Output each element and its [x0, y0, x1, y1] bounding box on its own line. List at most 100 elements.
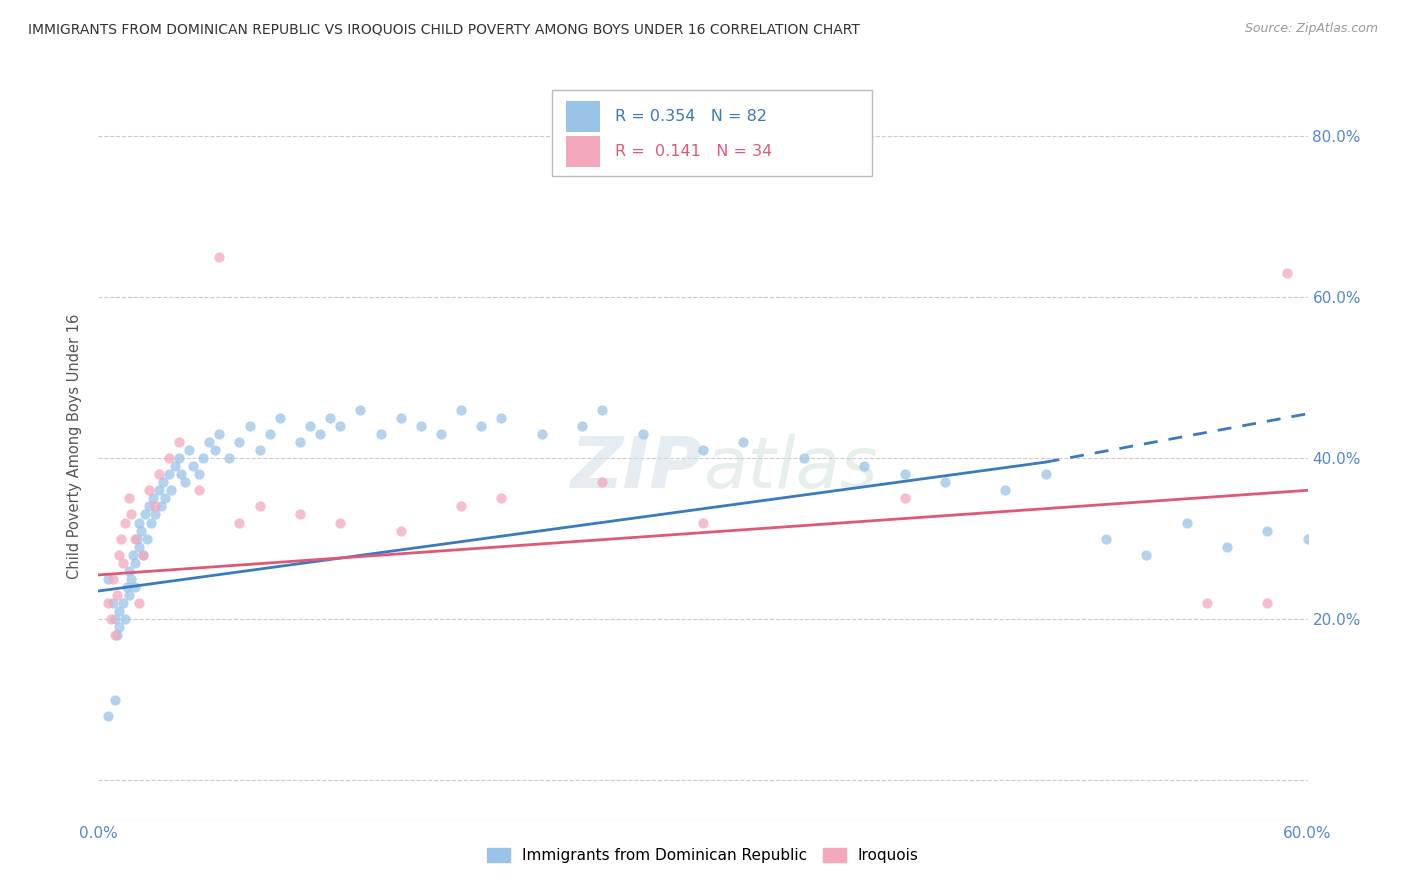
- Point: [204, 443, 226, 458]
- Point: [143, 500, 166, 514]
- Point: [309, 426, 332, 441]
- Point: [111, 556, 134, 570]
- Point: [103, 612, 125, 626]
- Point: [193, 451, 215, 466]
- Point: [853, 459, 876, 474]
- Point: [163, 459, 186, 474]
- Point: [120, 508, 142, 522]
- Point: [893, 491, 915, 506]
- Point: [389, 410, 412, 425]
- Point: [118, 588, 141, 602]
- Point: [198, 434, 221, 449]
- Point: [170, 467, 193, 482]
- Legend: Immigrants from Dominican Republic, Iroquois: Immigrants from Dominican Republic, Iroq…: [481, 842, 925, 869]
- Point: [733, 434, 755, 449]
- Point: [1256, 524, 1278, 538]
- Point: [114, 612, 136, 626]
- Point: [450, 500, 472, 514]
- Point: [174, 475, 197, 490]
- Point: [228, 434, 250, 449]
- Bar: [567, 136, 600, 168]
- Point: [1256, 596, 1278, 610]
- Point: [1216, 540, 1239, 554]
- Point: [101, 596, 124, 610]
- Point: [259, 426, 281, 441]
- Point: [249, 443, 271, 458]
- Point: [149, 500, 172, 514]
- Point: [631, 426, 654, 441]
- Point: [893, 467, 915, 482]
- Bar: [551, 90, 872, 177]
- Point: [118, 491, 141, 506]
- Point: [148, 483, 170, 498]
- Point: [1277, 266, 1299, 280]
- Point: [491, 491, 513, 506]
- Point: [181, 459, 204, 474]
- Point: [132, 548, 155, 562]
- Point: [97, 596, 120, 610]
- Bar: [567, 101, 600, 132]
- Point: [218, 451, 240, 466]
- Point: [591, 475, 613, 490]
- Point: [157, 451, 180, 466]
- Point: [100, 612, 122, 626]
- Point: [132, 548, 155, 562]
- Point: [409, 418, 432, 433]
- Point: [228, 516, 250, 530]
- Point: [101, 572, 124, 586]
- Text: atlas: atlas: [703, 434, 877, 503]
- Point: [107, 604, 129, 618]
- Point: [128, 596, 150, 610]
- Point: [470, 418, 492, 433]
- Point: [692, 443, 714, 458]
- Point: [994, 483, 1017, 498]
- Point: [208, 426, 231, 441]
- Point: [370, 426, 392, 441]
- Point: [103, 693, 125, 707]
- Text: R =  0.141   N = 34: R = 0.141 N = 34: [614, 144, 772, 159]
- Point: [1095, 532, 1118, 546]
- Point: [299, 418, 322, 433]
- Point: [329, 418, 352, 433]
- Point: [124, 532, 146, 546]
- Point: [138, 500, 160, 514]
- Point: [1195, 596, 1218, 610]
- Text: Source: ZipAtlas.com: Source: ZipAtlas.com: [1244, 22, 1378, 36]
- Point: [125, 532, 148, 546]
- Point: [329, 516, 352, 530]
- Point: [288, 434, 311, 449]
- Point: [105, 628, 128, 642]
- Point: [129, 524, 152, 538]
- Point: [530, 426, 553, 441]
- Point: [288, 508, 311, 522]
- Point: [110, 532, 132, 546]
- Point: [105, 588, 128, 602]
- Point: [591, 402, 613, 417]
- Point: [167, 434, 190, 449]
- Point: [319, 410, 342, 425]
- Point: [142, 491, 165, 506]
- Point: [934, 475, 956, 490]
- Point: [97, 709, 120, 723]
- Point: [124, 580, 146, 594]
- Point: [692, 516, 714, 530]
- Point: [491, 410, 513, 425]
- Point: [143, 508, 166, 522]
- Point: [239, 418, 262, 433]
- Point: [793, 451, 815, 466]
- Point: [160, 483, 183, 498]
- Point: [188, 467, 211, 482]
- Point: [389, 524, 412, 538]
- Point: [138, 483, 160, 498]
- Point: [269, 410, 291, 425]
- Point: [1296, 532, 1319, 546]
- Text: IMMIGRANTS FROM DOMINICAN REPUBLIC VS IROQUOIS CHILD POVERTY AMONG BOYS UNDER 16: IMMIGRANTS FROM DOMINICAN REPUBLIC VS IR…: [28, 22, 860, 37]
- Text: ZIP: ZIP: [571, 434, 703, 503]
- Point: [188, 483, 211, 498]
- Point: [134, 508, 156, 522]
- Text: R = 0.354   N = 82: R = 0.354 N = 82: [614, 109, 766, 124]
- Point: [1135, 548, 1157, 562]
- Point: [1035, 467, 1057, 482]
- Point: [120, 572, 142, 586]
- Point: [121, 548, 143, 562]
